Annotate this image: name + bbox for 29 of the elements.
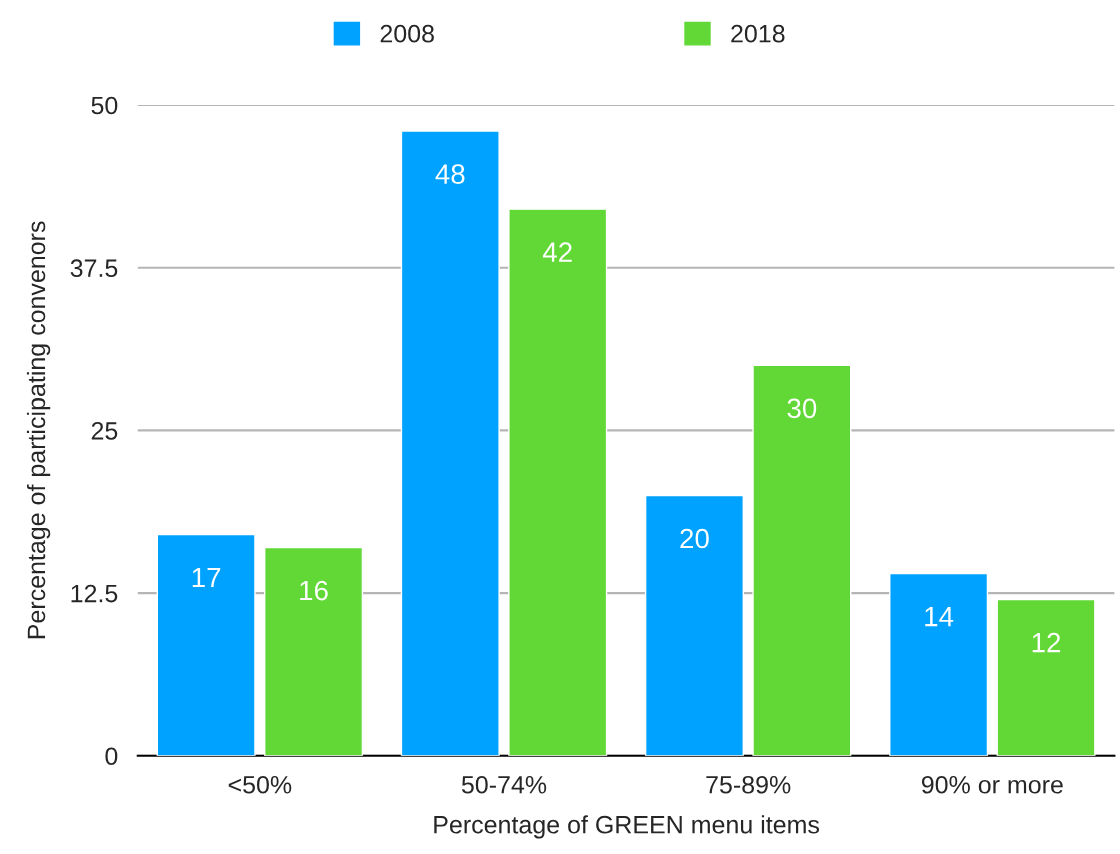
y-tick-label: 25: [91, 422, 118, 440]
bar: [889, 572, 989, 756]
legend-label: 2018: [731, 24, 785, 43]
data-label: 17: [192, 567, 221, 588]
data-label: 14: [925, 607, 954, 627]
bar: [752, 364, 852, 756]
legend-label: 2008: [380, 24, 434, 43]
y-axis-title: Percentage of participating convenors: [26, 221, 51, 639]
y-tick-label: 50: [91, 96, 118, 115]
y-tick-label: 37.5: [70, 259, 118, 278]
data-label: 30: [787, 398, 817, 419]
data-label: 20: [680, 528, 709, 549]
data-label: 42: [542, 242, 572, 262]
bar: [996, 598, 1096, 756]
y-tick-label: 12.5: [71, 584, 118, 603]
data-label: 12: [1032, 632, 1061, 653]
x-axis-title: Percentage of GREEN menu items: [434, 815, 820, 839]
bar: [156, 533, 256, 756]
data-label: 16: [300, 580, 328, 601]
bar: [644, 494, 744, 756]
bar: [264, 546, 364, 756]
bar: [400, 130, 500, 756]
y-tick-label: 0: [105, 747, 118, 766]
x-tick-label: <50%: [228, 775, 292, 794]
x-tick-label: 50-74%: [461, 775, 547, 794]
data-label: 48: [435, 164, 465, 184]
bar: [508, 208, 608, 756]
x-tick-label: 90% or more: [921, 775, 1063, 794]
x-tick-label: 75-89%: [706, 775, 791, 794]
